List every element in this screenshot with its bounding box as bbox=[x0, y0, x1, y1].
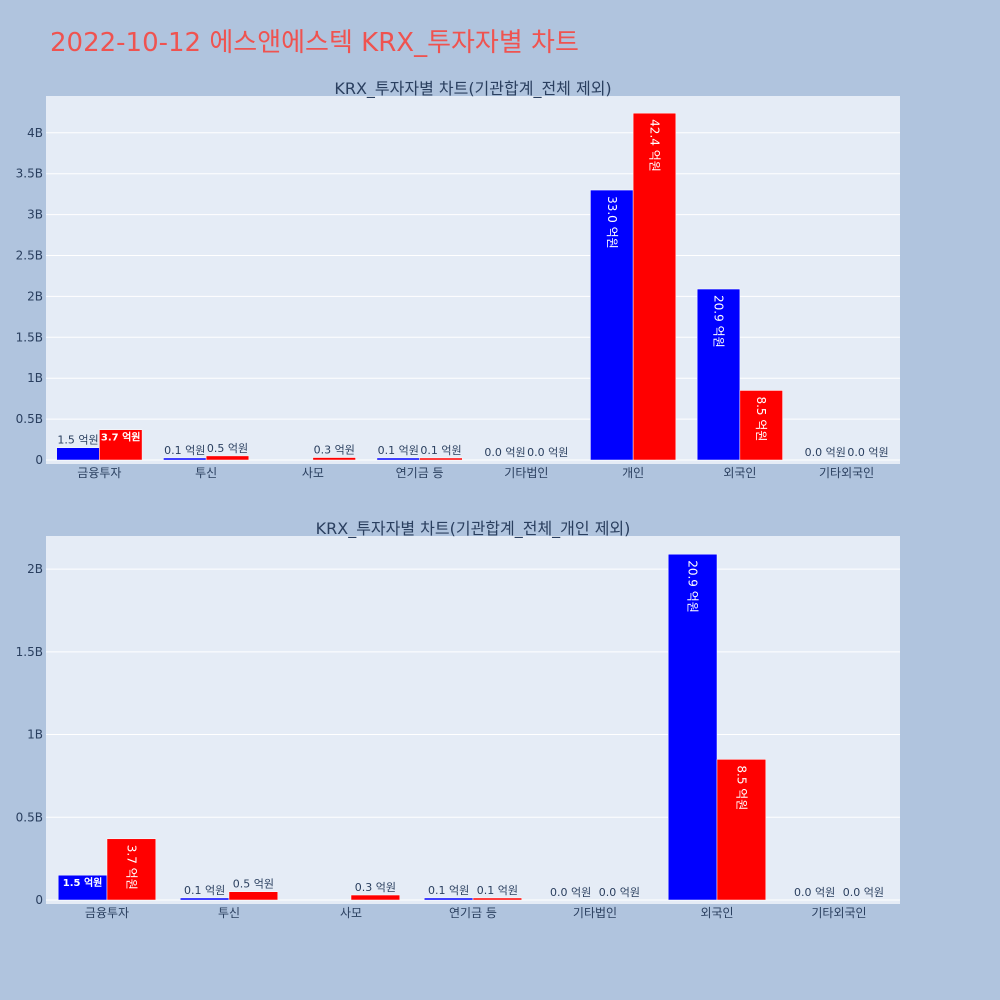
chart-bottom-data-label: 20.9 억원 bbox=[686, 560, 700, 613]
chart-bottom-y-tick-label: 1.5B bbox=[16, 645, 43, 659]
chart-top-bar bbox=[56, 447, 100, 461]
chart-bottom-data-label: 0.1 억원 bbox=[428, 884, 469, 897]
chart-top-y-tick-label: 3.5B bbox=[16, 167, 43, 181]
chart-top-data-label: 0.0 억원 bbox=[484, 446, 525, 459]
chart-bottom-data-label: 0.1 억원 bbox=[184, 884, 225, 897]
chart-top-data-label: 20.9 억원 bbox=[712, 295, 726, 348]
chart-bottom-data-label: 0.1 억원 bbox=[477, 884, 518, 897]
chart-top-data-label: 42.4 억원 bbox=[647, 119, 661, 172]
chart-bottom-data-label: 0.0 억원 bbox=[550, 886, 591, 899]
chart-bottom: KRX_투자자별 차트(기관합계_전체_개인 제외) 0 0.5B 1B 1.5B 2B… bbox=[16, 519, 900, 920]
chart-top-title: KRX_투자자별 차트(기관합계_전체 제외) bbox=[334, 79, 611, 99]
chart-top-x-tick-label: 연기금 등 bbox=[396, 466, 444, 480]
chart-top-x-tick-label: 기타외국인 bbox=[819, 466, 874, 480]
chart-top-x-tick-label: 외국인 bbox=[723, 466, 756, 480]
chart-top-y-tick-label: 1B bbox=[27, 371, 43, 385]
chart-bottom-x-tick-label: 외국인 bbox=[700, 906, 733, 920]
chart-bottom-bar bbox=[179, 897, 230, 901]
chart-bottom-data-label: 0.0 억원 bbox=[843, 886, 884, 899]
chart-top-data-label: 8.5 억원 bbox=[754, 396, 768, 441]
chart-top-data-label: 0.3 억원 bbox=[314, 444, 355, 457]
chart-top-data-label: 0.0 억원 bbox=[805, 446, 846, 459]
chart-top-y-tick-label: 3B bbox=[27, 208, 43, 222]
chart-bottom-data-label: 0.0 억원 bbox=[599, 886, 640, 899]
chart-bottom-data-label: 1.5 억원 bbox=[63, 876, 103, 889]
chart-top-data-label: 1.5 억원 bbox=[57, 434, 98, 447]
chart-top-y-tick-label: 2.5B bbox=[16, 249, 43, 263]
chart-top-data-label: 33.0 억원 bbox=[605, 196, 619, 249]
chart-bottom-bar bbox=[716, 759, 767, 901]
chart-bottom-data-label: 0.5 억원 bbox=[233, 878, 274, 891]
chart-top-bar bbox=[376, 457, 420, 461]
chart-top-data-label: 0.1 억원 bbox=[378, 444, 419, 457]
chart-bottom-bar bbox=[667, 553, 718, 901]
chart-top-y-tick-label: 1.5B bbox=[16, 330, 43, 344]
chart-bottom-y-tick-label: 0.5B bbox=[16, 810, 43, 824]
chart-top-data-label: 0.0 억원 bbox=[527, 446, 568, 459]
chart-top-bar bbox=[163, 457, 207, 461]
chart-bottom-y-tick-label: 1B bbox=[27, 728, 43, 742]
chart-bottom-bar bbox=[57, 874, 108, 901]
chart-top-x-tick-label: 사모 bbox=[302, 466, 324, 480]
chart-top-y-tick-label: 0.5B bbox=[16, 412, 43, 426]
chart-top-y-tick-label: 0 bbox=[35, 453, 43, 467]
chart-top-bar bbox=[590, 189, 634, 461]
chart-bottom-data-label: 3.7 억원 bbox=[124, 845, 138, 890]
chart-bottom-x-tick-label: 금융투자 bbox=[85, 906, 129, 920]
chart-top-data-label: 0.1 억원 bbox=[164, 444, 205, 457]
chart-bottom-x-tick-label: 사모 bbox=[340, 906, 362, 920]
chart-bottom-plot-area bbox=[46, 536, 900, 904]
chart-bottom-x-tick-label: 투신 bbox=[218, 906, 240, 920]
chart-top-bar bbox=[205, 455, 250, 461]
chart-top-bar bbox=[739, 390, 783, 461]
chart-bottom-x-tick-label: 기타법인 bbox=[573, 906, 617, 920]
chart-top-x-tick-label: 개인 bbox=[622, 466, 644, 480]
chart-bottom-bar bbox=[350, 894, 401, 901]
chart-bottom-data-label: 0.0 억원 bbox=[794, 886, 835, 899]
chart-bottom-bar bbox=[228, 891, 279, 901]
chart-top-bar bbox=[99, 429, 143, 461]
chart-top-y-tick-label: 2B bbox=[27, 289, 43, 303]
chart-bottom-data-label: 8.5 억원 bbox=[734, 765, 748, 810]
chart-top: KRX_투자자별 차트(기관합계_전체 제외) 0 0.5B 1B 1.5B 2B 2.5… bbox=[16, 79, 900, 480]
chart-bottom-bar bbox=[106, 838, 157, 901]
chart-bottom-data-label: 0.3 억원 bbox=[355, 881, 396, 894]
chart-top-x-tick-label: 투신 bbox=[195, 466, 217, 480]
chart-top-data-label: 3.7 억원 bbox=[101, 431, 141, 444]
chart-bottom-y-tick-label: 0 bbox=[35, 893, 43, 907]
chart-bottom-bar bbox=[472, 897, 523, 901]
chart-bottom-x-tick-label: 기타외국인 bbox=[811, 906, 866, 920]
chart-top-data-label: 0.0 억원 bbox=[847, 446, 888, 459]
chart-top-bar bbox=[632, 112, 677, 461]
chart-top-bar bbox=[696, 288, 741, 461]
chart-top-bar bbox=[312, 457, 356, 461]
chart-top-bar bbox=[419, 457, 463, 461]
chart-top-data-label: 0.5 억원 bbox=[207, 442, 248, 455]
chart-bottom-title: KRX_투자자별 차트(기관합계_전체_개인 제외) bbox=[316, 519, 631, 539]
chart-top-y-tick-label: 4B bbox=[27, 126, 43, 140]
chart-top-x-tick-label: 기타법인 bbox=[504, 466, 548, 480]
chart-bottom-x-tick-label: 연기금 등 bbox=[449, 906, 497, 920]
chart-bottom-bar bbox=[423, 897, 474, 901]
chart-top-data-label: 0.1 억원 bbox=[420, 444, 461, 457]
chart-bottom-y-tick-label: 2B bbox=[27, 562, 43, 576]
page-title: 2022-10-12 에스앤에스텍 KRX_투자자별 차트 bbox=[50, 28, 579, 58]
chart-top-x-tick-label: 금융투자 bbox=[77, 466, 121, 480]
